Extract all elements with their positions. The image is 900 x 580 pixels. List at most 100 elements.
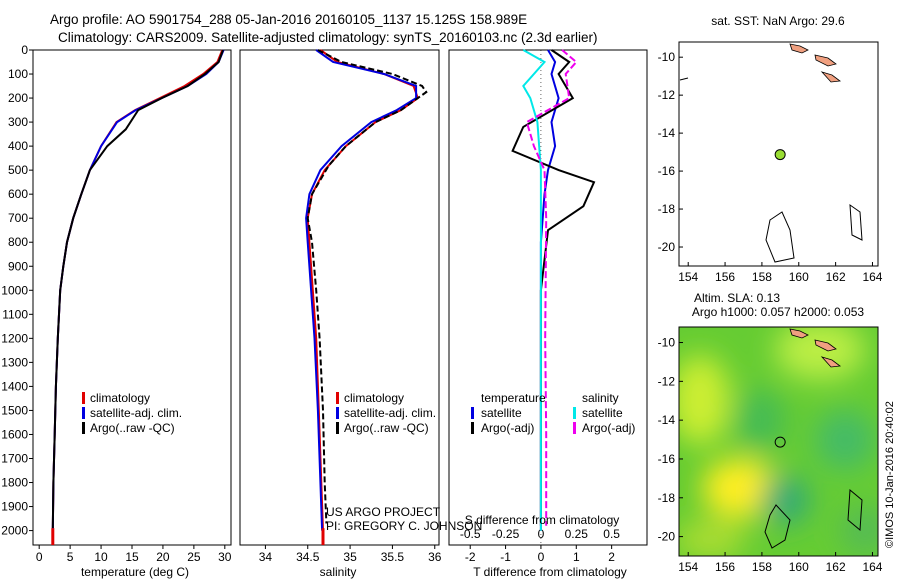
series-line [511,49,596,526]
x-tick-label: 35 [343,550,357,564]
y-tick-label: 1500 [1,403,28,417]
temperature-axis-label: temperature (deg C) [81,565,189,579]
y-tick-label: 1300 [1,355,28,369]
salinity-legend-climatology: climatology [344,391,404,405]
sst-map-title: sat. SST: NaN Argo: 29.6 [711,14,845,28]
y-tick-label: 900 [8,259,28,273]
temperature-legend-climatology: climatology [90,391,150,405]
temperature-legend-argo: Argo(..raw -QC) [90,421,175,435]
x-tick-label: 30 [218,550,232,564]
salinity-legend: climatology satellite-adj. clim. Argo(..… [336,391,436,435]
float-position-marker [774,149,786,161]
map-y-tick-label: -10 [658,50,676,64]
y-tick-label: 200 [8,91,28,105]
y-tick-label: 1400 [1,379,28,393]
sst-map-land [679,43,863,263]
y-tick-label: 1100 [2,307,28,321]
credit-line-2: PI: GREGORY C. JOHNSON [326,519,482,533]
title-line-2: Climatology: CARS2009. Satellite-adjuste… [58,30,598,45]
map-x-tick-label: 156 [715,560,735,574]
x-tick-label: 34.5 [296,550,320,564]
y-tick-label: 1000 [1,283,28,297]
sla-map-land [789,328,842,368]
map-y-tick-label: -16 [658,452,676,466]
series-line [522,49,547,531]
sst-map-frame [678,41,879,267]
x-tick-label: 2 [608,550,615,564]
x-tick-label: 35.5 [381,550,405,564]
salinity-axis-label: salinity [320,565,357,579]
map-y-tick-label: -10 [658,336,676,350]
credit-line-1: US ARGO PROJECT [326,505,441,519]
y-tick-label: 700 [8,211,28,225]
map-y-tick-label: -14 [658,413,676,427]
series-line [525,49,578,526]
salinity-legend-argo: Argo(..raw -QC) [344,421,429,435]
difference-legend-salinity-argo: Argo(-adj) [582,421,635,435]
difference-legend-temperature-title: temperature [481,391,546,405]
y-tick-label: 1800 [1,476,28,490]
map-y-tick-label: -12 [658,374,676,388]
temperature-panel-frame [32,49,232,546]
x-tick-label: -2 [465,550,476,564]
y-tick-label: 1700 [1,451,28,465]
x-tick-label: 10 [94,550,108,564]
s-tick-label: -0.25 [492,527,520,541]
y-tick-label: 1200 [1,331,28,345]
title-line-1: Argo profile: AO 5901754_288 05-Jan-2016… [50,12,528,27]
x-tick-label: -1 [500,550,511,564]
map-x-tick-label: 154 [678,270,698,284]
salinity-legend-satellite: satellite-adj. clim. [344,406,436,420]
x-tick-label: 0 [36,550,43,564]
series-line [539,49,560,531]
map-y-tick-label: -20 [658,240,676,254]
x-tick-label: 34 [259,550,273,564]
difference-legend-temperature-satellite: satellite [481,406,522,420]
y-tick-label: 600 [8,187,28,201]
map-y-tick-label: -12 [658,88,676,102]
sla-heatmap [679,327,878,556]
map-y-tick-label: -14 [658,126,676,140]
x-tick-label: 15 [125,550,139,564]
difference-panel-frame [448,49,648,546]
y-tick-label: 800 [8,235,28,249]
sla-map-title: Altim. SLA: 0.13 [694,291,780,305]
temperature-legend: climatology satellite-adj. clim. Argo(..… [82,391,182,435]
y-tick-label: 400 [8,139,28,153]
s-tick-label: 0.25 [565,527,589,541]
map-y-tick-label: -18 [658,202,676,216]
map-x-tick-label: 162 [826,270,846,284]
difference-legend-temperature-argo: Argo(-adj) [481,421,534,435]
temperature-legend-satellite: satellite-adj. clim. [90,406,182,420]
x-tick-label: 20 [156,550,170,564]
float-position-marker [774,436,786,448]
x-tick-label: 25 [187,550,201,564]
difference-legend-salinity-satellite: satellite [582,406,623,420]
y-tick-label: 0 [21,43,28,57]
map-x-tick-label: 160 [789,270,809,284]
imos-stamp: ©IMOS 10-Jan-2016 20:40:02 [884,401,896,548]
map-x-tick-label: 154 [678,560,698,574]
series-line [51,49,224,529]
x-tick-label: 5 [67,550,74,564]
series-line [51,49,225,531]
s-difference-axis-label: S difference from climatology [465,513,620,527]
x-tick-label: 0 [538,550,545,564]
s-tick-label: -0.5 [460,527,481,541]
y-tick-label: 1900 [1,500,28,514]
s-tick-label: 0.5 [603,527,620,541]
series-line [51,49,224,531]
x-tick-label: 36 [428,550,442,564]
series-line [306,49,428,524]
map-x-tick-label: 156 [715,270,735,284]
t-difference-axis-label: T difference from climatology [473,565,627,579]
y-tick-label: 500 [8,163,28,177]
y-tick-label: 2000 [1,524,28,538]
sla-map-frame [678,326,879,557]
sla-map-subtitle: Argo h1000: 0.057 h2000: 0.053 [692,305,864,319]
map-y-tick-label: -20 [658,530,676,544]
difference-legend: temperature satellite Argo(-adj) salinit… [471,391,635,435]
map-x-tick-label: 164 [862,270,882,284]
map-y-tick-label: -16 [658,164,676,178]
